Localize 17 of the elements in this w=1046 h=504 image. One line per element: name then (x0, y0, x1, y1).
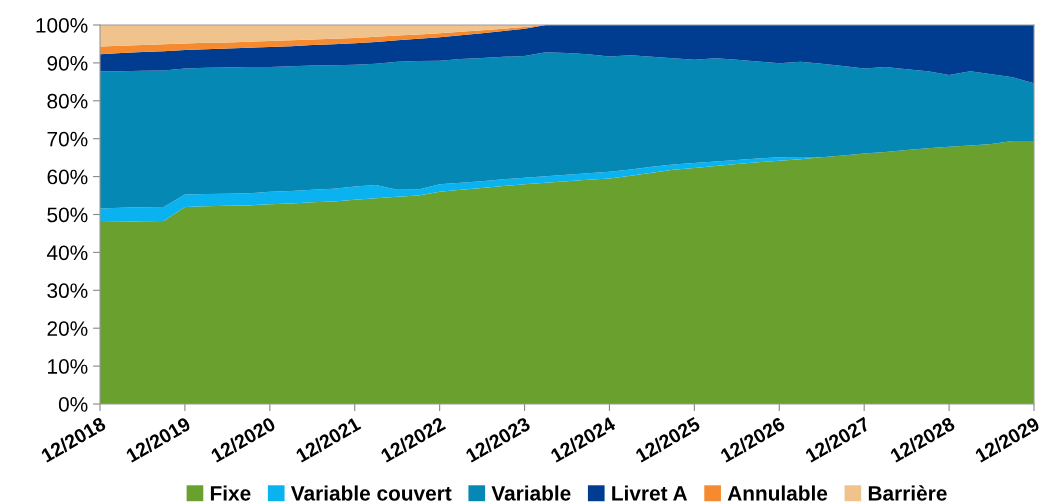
y-tick-label: 10% (48, 359, 88, 374)
legend-label: Annulable (727, 485, 828, 501)
y-tick-label: 50% (47, 207, 88, 223)
y-tick-label: 70% (47, 131, 88, 147)
legend-label: Variable (491, 485, 571, 501)
legend-label: Livret A (612, 485, 688, 501)
y-tick-label: 40% (46, 245, 88, 261)
y-tick-label: 100% (36, 18, 88, 33)
legend-label: Fixe (210, 485, 251, 501)
legend-label: Barrière (868, 485, 947, 501)
legend-label: Variable couvert (290, 485, 452, 501)
y-tick-label: 60% (47, 169, 88, 185)
y-tick-label: 20% (47, 321, 88, 336)
y-tick-label: 30% (47, 283, 88, 299)
y-tick-label: 90% (47, 55, 88, 71)
y-tick-label: 80% (47, 93, 88, 109)
y-tick-label: 0% (58, 397, 88, 412)
